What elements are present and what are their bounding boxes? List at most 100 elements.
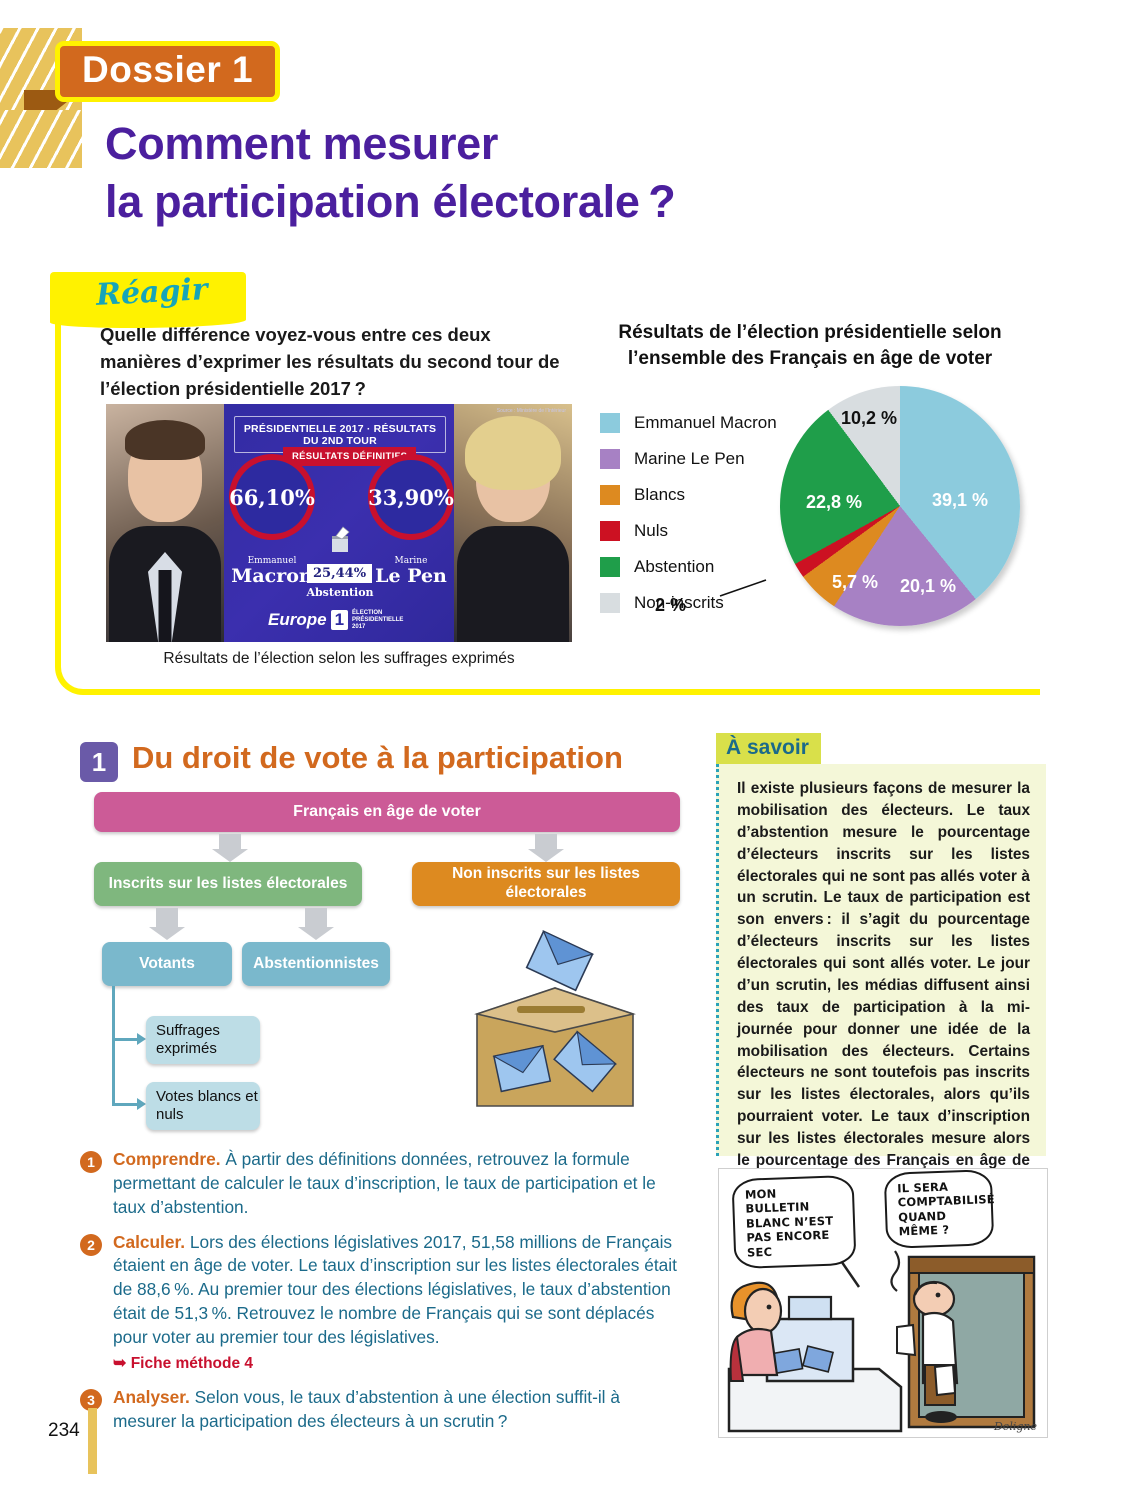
question-text: Comprendre. À partir des définitions don… <box>113 1148 680 1220</box>
flow-box-francais: Français en âge de voter <box>94 792 680 832</box>
questions-list: 1 Comprendre. À partir des définitions d… <box>80 1148 680 1445</box>
flow-box-abstentionnistes: Abstentionnistes <box>242 942 390 986</box>
europe1-logo: Europe 1 ÉLECTION PRÉSIDENTIELLE 2017 <box>268 610 404 631</box>
pie-disc <box>780 386 1020 626</box>
question-item: 2 Calculer. Lors des élections législati… <box>80 1231 680 1375</box>
flow-arrowhead-suffrages-icon <box>137 1033 146 1045</box>
reagir-label: Réagir <box>95 272 209 313</box>
a-savoir-box: Il existe plusieurs façons de mesurer la… <box>716 764 1046 1213</box>
page-title: Comment mesurer la participation élector… <box>105 115 676 230</box>
question-text: Calculer. Lors des élections législative… <box>113 1231 680 1375</box>
flow-connector-vertical <box>112 986 115 1106</box>
legend-item: Marine Le Pen <box>600 441 777 477</box>
question-body: Selon vous, le taux d’abstention à une é… <box>113 1386 620 1431</box>
page-title-line-1: Comment mesurer <box>105 118 499 169</box>
speech-bubble-right: IL SERA COMPTABILISÉ QUAND MÊME ? <box>883 1169 995 1249</box>
legend-item: Nuls <box>600 513 777 549</box>
speech-bubble-left: MON BULLETIN BLANC N’EST PAS ENCORE SEC <box>731 1174 857 1269</box>
ballot-box-small-icon <box>332 526 350 552</box>
pie-chart: 39,1 % 20,1 % 5,7 % 22,8 % 10,2 % <box>780 386 1028 634</box>
pie-label-blancs: 5,7 % <box>832 572 879 592</box>
legend-item: Abstention <box>600 549 777 585</box>
question-item: 3 Analyser. Selon vous, le taux d’absten… <box>80 1386 680 1434</box>
question-lead: Comprendre. <box>113 1149 221 1169</box>
poster-abstention-value: 25,44% <box>307 564 373 583</box>
legend-item: Blancs <box>600 477 777 513</box>
question-item: 1 Comprendre. À partir des définitions d… <box>80 1148 680 1220</box>
gold-stripes-lower-icon <box>0 110 82 168</box>
legend-label-lepen: Marine Le Pen <box>634 449 745 468</box>
question-number-badge: 3 <box>80 1388 102 1411</box>
chart-legend: Emmanuel Macron Marine Le Pen Blancs Nul… <box>600 405 777 621</box>
election-poster-image: Source : Ministère de l’Intérieur PRÉSID… <box>106 404 572 642</box>
reagir-question: Quelle différence voyez-vous entre ces d… <box>100 324 560 399</box>
page-number-bar <box>88 1408 97 1474</box>
pie-leader-line-nuls <box>719 579 767 597</box>
flow-arrowhead-blancs-icon <box>137 1098 146 1110</box>
flow-box-inscrits: Inscrits sur les listes électorales <box>94 862 362 906</box>
cartoon-signature: Deligne <box>993 1420 1037 1433</box>
pie-label-nuls: 2 % <box>655 595 687 615</box>
page-number: 234 <box>48 1420 80 1441</box>
legend-label-blancs: Blancs <box>634 485 686 504</box>
question-reference[interactable]: ➥ Fiche méthode 4 <box>113 1354 254 1372</box>
legend-swatch-nuls <box>600 521 620 541</box>
legend-item: Non-inscrits <box>600 585 777 621</box>
flow-connector-blancs <box>112 1103 138 1106</box>
a-savoir-tab: À savoir <box>716 733 821 764</box>
flow-box-votes-blancs-nuls: Votes blancs et nuls <box>146 1082 260 1130</box>
reagir-frame <box>55 300 1040 695</box>
section-title: Du droit de vote à la participation <box>132 740 623 775</box>
question-number-badge: 2 <box>80 1233 102 1256</box>
poster-definitive-badge: RÉSULTATS DÉFINITIFS <box>283 447 417 466</box>
legend-swatch-blancs <box>600 485 620 505</box>
section-number-badge: 1 <box>80 742 118 782</box>
reagir-tab-shape <box>50 272 246 328</box>
flowchart: Français en âge de voter Inscrits sur le… <box>94 792 684 1132</box>
legend-label-nuls: Nuls <box>634 521 669 540</box>
chart-title: Résultats de l’élection présidentielle s… <box>618 322 1002 369</box>
flow-arrow-abstentionnistes-icon <box>298 908 334 940</box>
lepen-portrait <box>454 404 572 642</box>
question-body: Lors des élections législatives 2017, 51… <box>113 1231 677 1348</box>
legend-label-macron: Emmanuel Macron <box>634 413 777 432</box>
flow-arrow-left-icon <box>212 834 248 862</box>
europe1-logo-sub: ÉLECTION PRÉSIDENTIELLE 2017 <box>352 610 404 630</box>
poster-source-note: Source : Ministère de l’Intérieur <box>496 408 566 414</box>
a-savoir-text: Il existe plusieurs façons de mesurer la… <box>737 780 1030 1213</box>
flow-arrow-votants-icon <box>149 908 185 940</box>
poster-caption: Résultats de l’élection selon les suffra… <box>163 650 515 667</box>
question-lead: Analyser. <box>113 1386 190 1407</box>
pie-label-abstention: 22,8 % <box>806 492 863 512</box>
poster-lepen-percent: 33,90% <box>368 454 454 540</box>
poster-macron-percent: 66,10% <box>229 454 315 540</box>
macron-portrait <box>106 404 224 642</box>
question-body: À partir des définitions données, retrou… <box>113 1149 656 1217</box>
ballot-box-illustration-icon <box>474 930 636 1107</box>
arrow-right-icon: ➥ <box>113 1354 127 1372</box>
pie-label-macron: 39,1 % <box>932 490 989 510</box>
flow-box-votants: Votants <box>102 942 232 986</box>
legend-label-abstention: Abstention <box>634 557 715 576</box>
dossier-badge: Dossier 1 <box>55 41 281 102</box>
flow-box-suffrages: Suffrages exprimés <box>146 1016 260 1064</box>
legend-item: Emmanuel Macron <box>600 405 777 441</box>
question-number-badge: 1 <box>80 1151 102 1173</box>
legend-label-noninscrits: Non-inscrits <box>634 593 724 612</box>
poster-macron-name: Emmanuel Macron <box>231 556 313 587</box>
legend-swatch-abstention <box>600 557 620 577</box>
question-text: Analyser. Selon vous, le taux d’abstenti… <box>113 1386 680 1434</box>
legend-swatch-noninscrits <box>600 593 620 613</box>
page-title-line-2: la participation électorale ? <box>105 175 676 227</box>
poster-lepen-name: Marine Le Pen <box>375 556 447 587</box>
flow-arrow-right-icon <box>528 834 564 862</box>
poster-abstention-label: Abstention <box>306 586 374 599</box>
flow-connector-suffrages <box>112 1038 138 1041</box>
flow-box-non-inscrits: Non inscrits sur les listes électorales <box>412 862 680 906</box>
poster-header: PRÉSIDENTIELLE 2017 · RÉSULTATS DU 2ND T… <box>234 416 446 453</box>
cartoon-illustration: MON BULLETIN BLANC N’EST PAS ENCORE SEC … <box>718 1168 1048 1438</box>
pie-label-lepen: 20,1 % <box>900 576 957 596</box>
question-lead: Calculer. <box>113 1231 186 1252</box>
legend-swatch-lepen <box>600 449 620 469</box>
legend-swatch-macron <box>600 413 620 433</box>
